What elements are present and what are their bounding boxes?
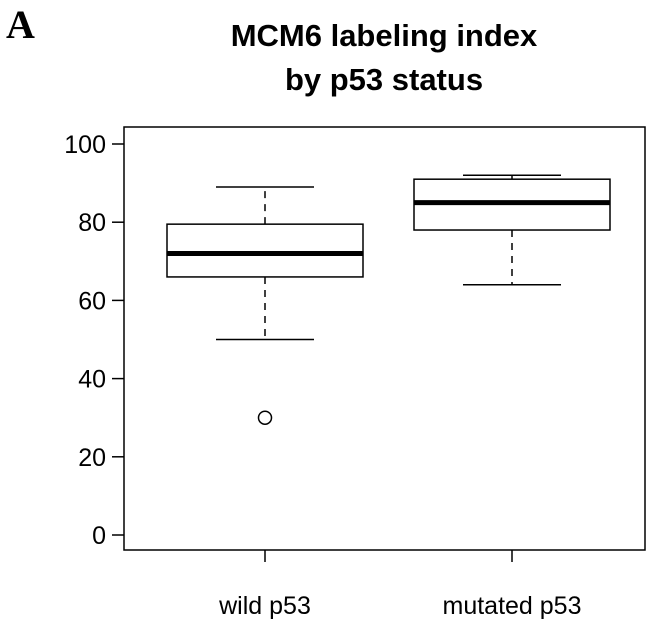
y-tick-label: 40	[78, 366, 106, 394]
y-tick-label: 60	[78, 287, 106, 315]
panel-label: A	[6, 2, 35, 47]
x-tick-label: mutated p53	[443, 592, 582, 620]
box-0	[166, 186, 364, 425]
chart-title-line-2: by p53 status	[285, 62, 483, 97]
y-tick-label: 0	[92, 522, 106, 550]
y-tick-label: 20	[78, 444, 106, 472]
boxes-layer	[166, 174, 611, 425]
chart-title-line-1: MCM6 labeling index	[231, 18, 538, 53]
y-tick-label: 80	[78, 209, 106, 237]
x-tick-label: wild p53	[218, 592, 311, 620]
box-1	[413, 174, 611, 286]
y-axis: 0 20 40 60 80 100	[64, 131, 124, 550]
x-axis: wild p53 mutated p53	[218, 550, 582, 620]
y-tick-label: 100	[64, 131, 106, 159]
outlier-point	[257, 410, 273, 425]
iqr-box	[166, 223, 364, 278]
plot-frame	[123, 126, 646, 551]
